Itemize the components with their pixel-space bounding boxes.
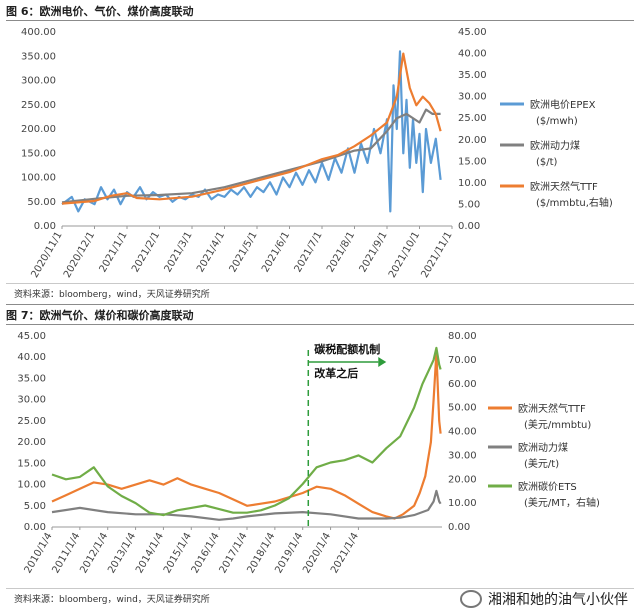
legend-name: 欧洲碳价ETS [518,480,577,493]
x-tick-label: 2021/1/4 [329,531,361,575]
right-tick-label: 0.00 [448,522,470,533]
figure-7-title: 图 7：欧洲气价、煤价和碳价高度联动 [6,309,194,322]
x-tick-label: 2020/11/1 [29,230,64,280]
annotation-text: 改革之后 [314,366,358,380]
right-tick-label: 25.00 [458,113,487,124]
figure-6-title: 图 6：欧洲电价、气价、煤价高度联动 [6,5,194,18]
left-tick-label: 300.00 [21,76,56,87]
right-tick-label: 40.00 [458,49,487,60]
left-tick-label: 0.00 [34,221,56,232]
x-tick-label: 2019/1/4 [273,531,305,575]
legend-name: 欧洲动力煤 [518,441,568,454]
legend-name: 欧洲天然气TTF [530,180,598,193]
series-line-0 [61,50,442,213]
figure-7-top-rule [6,324,634,325]
series-line-1 [61,108,441,204]
left-tick-label: 20.00 [17,437,46,448]
figure-7-top-rule-upper [6,304,634,305]
right-tick-label: 30.00 [458,92,487,103]
x-tick-label: 2020/1/4 [301,531,333,575]
left-tick-label: 0.00 [24,522,46,533]
legend-name: 欧洲电价EPEX [530,98,596,111]
x-tick-label: 2012/1/4 [78,531,110,575]
left-tick-label: 150.00 [21,148,56,159]
x-tick-label: 2021/7/1 [293,230,325,274]
series-line-0 [51,351,442,520]
figure-6-chart: 0.00 50.00 100.00 150.00 200.00 250.00 300.00 3… [21,27,613,280]
left-tick-label: 5.00 [24,501,46,512]
legend-unit: ($/mwh) [536,116,578,127]
series-line-1 [51,489,442,521]
left-tick-label: 10.00 [17,480,46,491]
x-tick-label: 2014/1/4 [134,531,166,575]
right-tick-label: 35.00 [458,70,487,81]
left-tick-label: 350.00 [21,51,56,62]
figure-7-source: 资料来源：bloomberg，wind，天风证券研究所 [14,595,210,605]
right-tick-label: 45.00 [458,27,487,38]
figure-7-bottom-rule [6,588,634,589]
wechat-icon [460,590,482,608]
left-tick-label: 250.00 [21,100,56,111]
x-tick-label: 2021/2/1 [130,230,162,274]
right-tick-label: 80.00 [448,331,477,342]
left-tick-label: 30.00 [17,395,46,406]
right-tick-label: 70.00 [448,355,477,366]
left-tick-label: 40.00 [17,352,46,363]
right-tick-label: 50.00 [448,403,477,414]
x-tick-label: 2013/1/4 [106,531,138,575]
watermark-text: 湘湘和她的油气小伙伴 [488,592,628,608]
right-tick-label: 20.00 [448,474,477,485]
left-tick-label: 100.00 [21,173,56,184]
annotation-arrowhead [378,357,387,367]
legend-name: 欧洲天然气TTF [518,402,586,415]
figure-7-chart: 0.00 5.00 10.00 15.00 20.00 25.00 30.00 35.00 40… [17,331,600,575]
left-tick-label: 45.00 [17,331,46,342]
legend-unit: ($/t) [536,157,558,168]
x-tick-label: 2015/1/4 [162,531,194,575]
right-tick-label: 30.00 [448,450,477,461]
right-tick-label: 60.00 [448,379,477,390]
figure-6-bottom-rule [6,283,634,284]
figure-6-source: 资料来源：bloomberg，wind，天风证券研究所 [14,290,210,300]
x-tick-label: 2021/4/1 [195,230,227,274]
right-tick-label: 0.00 [458,221,480,232]
x-tick-label: 2010/1/4 [23,531,55,575]
x-tick-label: 2020/12/1 [62,230,97,280]
x-tick-label: 2021/5/1 [228,230,260,274]
right-tick-label: 40.00 [448,427,477,438]
series-line-2 [51,346,442,517]
right-tick-label: 15.00 [458,156,487,167]
left-tick-label: 35.00 [17,373,46,384]
figure-6-top-rule [6,20,634,21]
right-tick-label: 10.00 [458,178,487,189]
x-tick-label: 2021/1/1 [98,230,130,274]
right-tick-label: 20.00 [458,135,487,146]
legend-name: 欧洲动力煤 [530,139,580,152]
legend-unit: (美元/t) [524,457,559,470]
x-tick-label: 2021/8/1 [325,230,357,274]
left-tick-label: 200.00 [21,124,56,135]
left-tick-label: 25.00 [17,416,46,427]
series-line-2 [61,52,442,205]
x-tick-label: 2021/6/1 [260,230,292,274]
x-tick-label: 2011/1/4 [50,531,82,575]
x-tick-label: 2021/10/1 [387,230,422,280]
x-tick-label: 2017/1/4 [218,531,250,575]
left-tick-label: 400.00 [21,27,56,38]
right-tick-label: 10.00 [448,498,477,509]
annotation-text: 碳税配额机制 [314,342,380,356]
x-tick-label: 2021/3/1 [163,230,195,274]
x-tick-label: 2021/11/1 [419,230,454,280]
legend-unit: (美元/MT，右轴) [524,496,600,509]
x-tick-label: 2018/1/4 [245,531,277,575]
x-tick-label: 2016/1/4 [190,531,222,575]
watermark: 湘湘和她的油气小伙伴 [460,589,628,609]
left-tick-label: 50.00 [27,197,56,208]
x-tick-label: 2021/9/1 [358,230,390,274]
left-tick-label: 15.00 [17,458,46,469]
legend-unit: ($/mmbtu,右轴) [536,196,613,209]
right-tick-label: 5.00 [458,199,480,210]
legend-unit: (美元/mmbtu) [524,418,591,431]
